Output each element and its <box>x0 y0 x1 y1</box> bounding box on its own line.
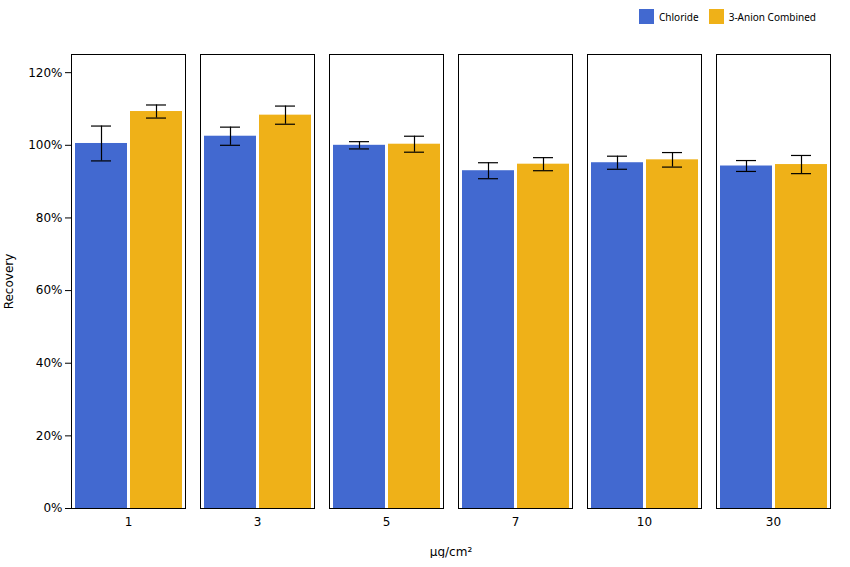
svg-text:10: 10 <box>637 515 652 529</box>
svg-text:7: 7 <box>512 515 520 529</box>
svg-text:1: 1 <box>125 515 133 529</box>
html-text:Chloride: Chloride <box>659 9 699 24</box>
svg-text:3: 3 <box>254 515 262 529</box>
html-text:3-Anion Combined: 3-Anion Combined <box>728 9 816 24</box>
svg-text:20%: 20% <box>36 429 63 443</box>
svg-text:30: 30 <box>766 515 781 529</box>
svg-text:μg/cm²: μg/cm² <box>430 545 473 559</box>
svg-text:5: 5 <box>383 515 391 529</box>
svg-text:60%: 60% <box>36 283 63 297</box>
svg-text:80%: 80% <box>36 211 63 225</box>
svg-text:0%: 0% <box>43 501 62 515</box>
svg-text:100%: 100% <box>28 138 62 152</box>
svg-text:120%: 120% <box>28 66 62 80</box>
svg-text:40%: 40% <box>36 356 63 370</box>
svg-text:Recovery: Recovery <box>2 254 16 310</box>
